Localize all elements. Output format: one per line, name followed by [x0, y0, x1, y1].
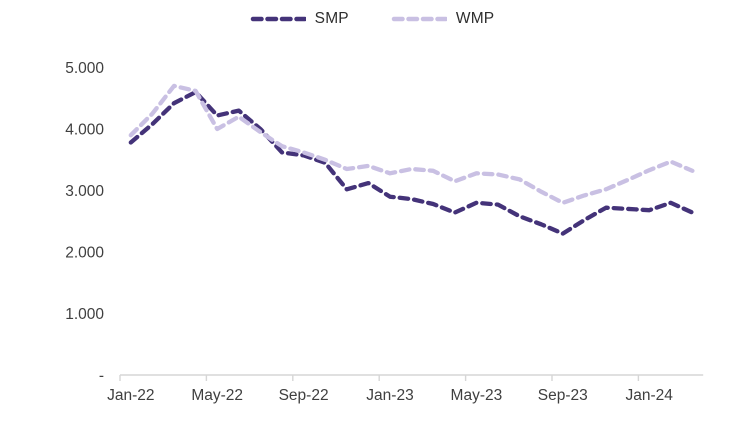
y-tick-label: 4.000: [65, 122, 104, 139]
x-tick-label: Jan-23: [366, 387, 413, 404]
series-line-wmp: [128, 83, 695, 205]
series-line-smp: [128, 89, 695, 236]
x-tick-label: May-23: [451, 387, 503, 404]
y-tick-label: 5.000: [65, 60, 104, 77]
y-tick-label: 1.000: [65, 306, 104, 323]
x-tick-label: Jan-22: [107, 387, 154, 404]
y-tick-label: 3.000: [65, 183, 104, 200]
legend-label-wmp: WMP: [455, 10, 495, 27]
y-tick-label: 2.000: [65, 245, 104, 262]
smp-dash-swatch-icon: [250, 16, 306, 22]
legend-item-smp: SMP: [250, 10, 349, 28]
x-tick-label: Sep-22: [279, 387, 329, 404]
y-tick-label: -: [99, 368, 104, 385]
wmp-dash-swatch-icon: [391, 16, 447, 22]
chart-legend: SMP WMP: [0, 10, 744, 28]
x-tick-label: Jan-24: [625, 387, 673, 404]
legend-label-smp: SMP: [314, 10, 349, 27]
x-tick-label: May-22: [191, 387, 243, 404]
legend-item-wmp: WMP: [391, 10, 494, 28]
x-tick-label: Sep-23: [538, 387, 588, 404]
